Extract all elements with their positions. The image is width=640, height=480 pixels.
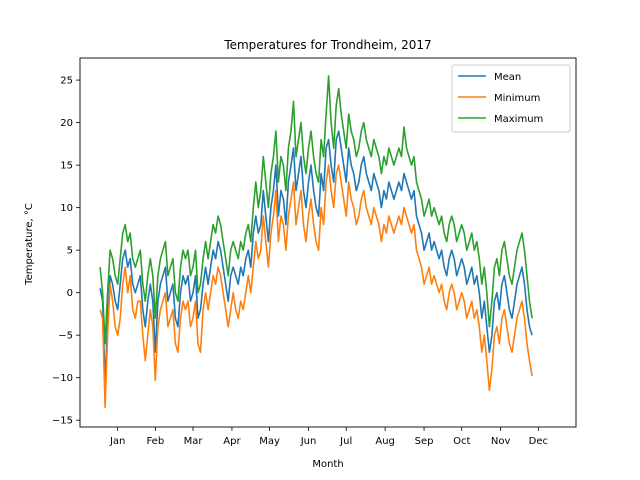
legend-label-mean: Mean [494,72,521,83]
x-tick-label: Oct [453,436,470,447]
y-tick-label: 5 [67,246,73,257]
x-tick-label: Apr [223,436,241,447]
x-tick-label: Mar [184,436,204,447]
y-tick-label: 25 [60,76,73,87]
series-line-maximum [99,75,533,345]
legend-label-minimum: Minimum [494,93,540,104]
y-axis-label: Temperature, °C [24,203,35,286]
legend-box [451,64,571,133]
x-tick-label: Dec [529,436,548,447]
x-tick-label: Nov [491,436,511,447]
axes: Jan Feb Mar Apr May Jun Jul Aug Sep Oct Nov Dec −15 −… [52,57,577,447]
y-tick-label: −5 [58,331,73,342]
y-tick-label: 20 [60,118,73,129]
y-tick-label: 15 [60,161,73,172]
x-tick-label: Jun [300,436,317,447]
chart-title: Temperatures for Trondheim, 2017 [223,38,431,52]
x-tick-label: Jan [109,436,125,447]
axes-frame [79,57,577,428]
series-line-minimum [99,164,533,409]
y-tick-label: −10 [52,373,73,384]
x-tick-label: May [259,436,280,447]
y-tick-label: 0 [67,288,73,299]
x-tick-label: Aug [375,436,395,447]
x-tick-label: Feb [146,436,164,447]
series-line-mean [99,130,533,387]
y-tick-label: 10 [60,203,73,214]
legend: Mean Minimum Maximum [451,64,571,133]
x-axis-label: Month [312,459,343,470]
legend-label-maximum: Maximum [494,114,543,125]
plot-area [99,75,533,409]
x-tick-label: Sep [415,436,434,447]
y-tick-label: −15 [52,416,73,427]
x-tick-label: Jul [339,436,352,447]
